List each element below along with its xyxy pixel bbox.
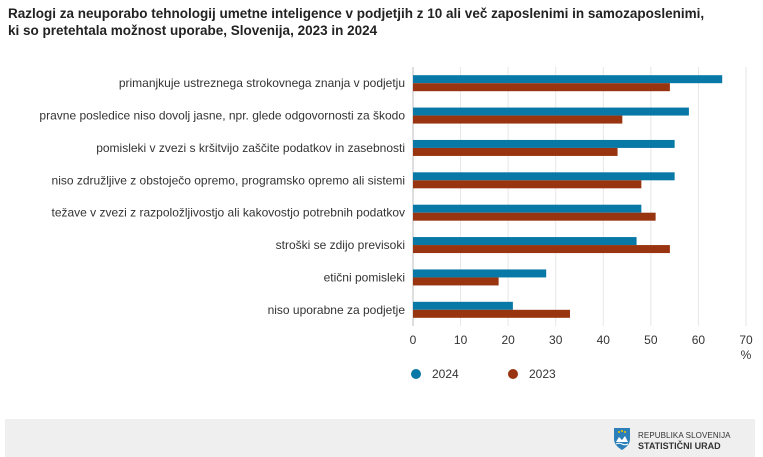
legend-item-2024[interactable]: 2024 bbox=[411, 367, 459, 381]
category-label: pomisleki v zvezi s kršitvijo zaščite po… bbox=[96, 141, 405, 155]
bar-2024-7[interactable] bbox=[413, 269, 547, 278]
bar-chart: primanjkuje ustreznega strokovnega znanj… bbox=[39, 67, 753, 381]
bar-2024-2[interactable] bbox=[413, 107, 689, 116]
bar-2023-3[interactable] bbox=[413, 147, 618, 156]
bars bbox=[413, 75, 723, 318]
bar-2024-3[interactable] bbox=[413, 139, 675, 148]
legend-label: 2023 bbox=[529, 367, 556, 381]
logo-line-2: STATISTIČNI URAD bbox=[638, 441, 721, 451]
x-tick-label: 60 bbox=[692, 333, 706, 347]
x-axis-unit: % bbox=[741, 348, 752, 362]
category-label: pravne posledice niso dovolj jasne, npr.… bbox=[39, 109, 405, 123]
chart-title-line-2: ki so pretehtala možnost uporabe, Sloven… bbox=[8, 23, 378, 38]
surs-logo[interactable]: REPUBLIKA SLOVENIJA STATISTIČNI URAD bbox=[613, 427, 743, 453]
coat-of-arms-icon bbox=[614, 428, 630, 450]
x-tick-label: 10 bbox=[454, 333, 468, 347]
bar-2024-4[interactable] bbox=[413, 172, 675, 181]
legend-marker bbox=[508, 369, 518, 379]
bar-2023-4[interactable] bbox=[413, 180, 642, 189]
bar-2023-2[interactable] bbox=[413, 115, 623, 124]
bar-2023-1[interactable] bbox=[413, 83, 670, 92]
category-label: primanjkuje ustreznega strokovnega znanj… bbox=[119, 76, 405, 90]
x-tick-label: 30 bbox=[549, 333, 563, 347]
grid-lines bbox=[412, 67, 747, 326]
footer-bar: REPUBLIKA SLOVENIJA STATISTIČNI URAD bbox=[5, 419, 755, 457]
legend[interactable]: 2024 2023 bbox=[411, 367, 556, 381]
chart-title: Razlogi za neuporabo tehnologij umetne i… bbox=[8, 5, 753, 39]
legend-item-2023[interactable]: 2023 bbox=[508, 367, 556, 381]
bar-2024-8[interactable] bbox=[413, 301, 513, 310]
bar-2023-6[interactable] bbox=[413, 245, 670, 254]
x-tick-label: 0 bbox=[410, 333, 417, 347]
bar-2023-5[interactable] bbox=[413, 212, 656, 221]
category-label: etični pomisleki bbox=[324, 270, 405, 284]
x-tick-label: 70 bbox=[739, 333, 753, 347]
category-label: niso uporabne za podjetje bbox=[268, 303, 406, 317]
legend-label: 2024 bbox=[432, 367, 459, 381]
x-tick-label: 20 bbox=[501, 333, 515, 347]
bar-2023-8[interactable] bbox=[413, 309, 570, 318]
bar-2024-1[interactable] bbox=[413, 75, 723, 84]
x-tick-label: 40 bbox=[597, 333, 611, 347]
bar-2024-5[interactable] bbox=[413, 204, 642, 213]
x-tick-label: 50 bbox=[644, 333, 658, 347]
logo-line-1: REPUBLIKA SLOVENIJA bbox=[638, 431, 731, 440]
category-label: stroški se zdijo previsoki bbox=[276, 238, 405, 252]
category-labels: primanjkuje ustreznega strokovnega znanj… bbox=[39, 76, 405, 317]
legend-marker bbox=[411, 369, 421, 379]
category-label: težave v zvezi z razpoložljivostjo ali k… bbox=[51, 206, 405, 220]
category-label: niso združljive z obstoječo opremo, prog… bbox=[52, 173, 405, 187]
bar-2024-6[interactable] bbox=[413, 237, 637, 246]
bar-2023-7[interactable] bbox=[413, 277, 499, 286]
chart-title-line-1: Razlogi za neuporabo tehnologij umetne i… bbox=[8, 6, 705, 21]
x-axis-ticks: 0 10 20 30 40 50 60 70 bbox=[410, 333, 753, 347]
